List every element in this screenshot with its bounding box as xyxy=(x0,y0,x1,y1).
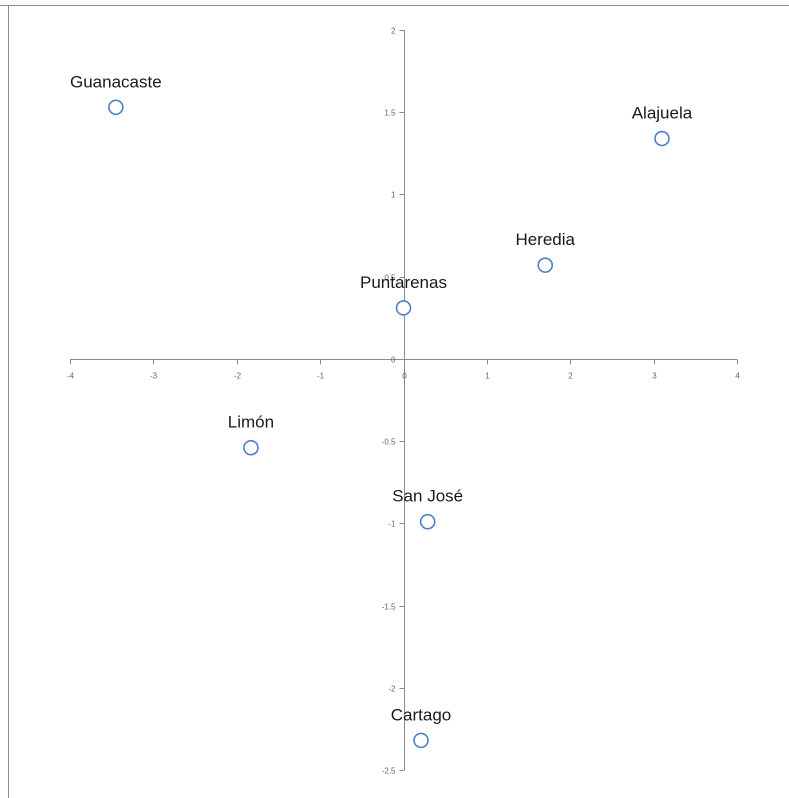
data-point-puntarenas xyxy=(395,300,412,316)
point-label-san-jose: San José xyxy=(392,487,463,506)
x-tick-label: 1 xyxy=(485,372,490,381)
x-tick-label: 2 xyxy=(568,372,573,381)
x-tick-label: 0 xyxy=(402,372,407,381)
data-point-heredia xyxy=(537,257,554,273)
data-point-san-jose xyxy=(419,513,436,530)
data-point-limon xyxy=(243,439,259,456)
tick-labels: -4 -3 -2 -1 0 1 2 3 4 2 1.5 1 0.5 0 -0.5 -1 -1.5 -2 -2.5 xyxy=(67,27,740,776)
x-tick-label: -1 xyxy=(317,372,325,381)
y-tick-label: -2 xyxy=(388,685,396,694)
data-point-guanacaste xyxy=(108,99,124,116)
data-point-alajuela xyxy=(654,130,670,147)
point-label-limon: Limón xyxy=(228,413,274,432)
x-tick-label: 4 xyxy=(735,372,740,381)
data-points xyxy=(108,99,670,749)
y-tick-label: -1.5 xyxy=(382,603,396,612)
y-tick-label: 1 xyxy=(391,191,396,200)
point-label-heredia: Heredia xyxy=(515,230,575,249)
y-tick-label: 0.5 xyxy=(384,274,396,283)
tick-marks xyxy=(70,30,738,771)
point-label-alajuela: Alajuela xyxy=(632,104,693,123)
point-label-guanacaste: Guanacaste xyxy=(70,72,162,91)
x-tick-label: 3 xyxy=(652,372,657,381)
x-tick-label: -4 xyxy=(67,372,75,381)
y-tick-label: 0 xyxy=(391,356,396,365)
y-tick-label: -2.5 xyxy=(382,767,396,776)
axes xyxy=(70,30,737,770)
point-labels: Guanacaste Alajuela Heredia Puntarenas Limón… xyxy=(70,72,693,724)
y-tick-label: -1 xyxy=(388,520,396,529)
y-tick-label: -0.5 xyxy=(382,438,396,447)
y-tick-label: 1.5 xyxy=(384,109,396,118)
data-point-cartago xyxy=(413,732,429,749)
point-label-puntarenas: Puntarenas xyxy=(360,273,447,292)
y-tick-label: 2 xyxy=(391,27,396,36)
x-tick-label: -3 xyxy=(150,372,158,381)
point-label-cartago: Cartago xyxy=(391,705,451,724)
x-tick-label: -2 xyxy=(234,372,242,381)
